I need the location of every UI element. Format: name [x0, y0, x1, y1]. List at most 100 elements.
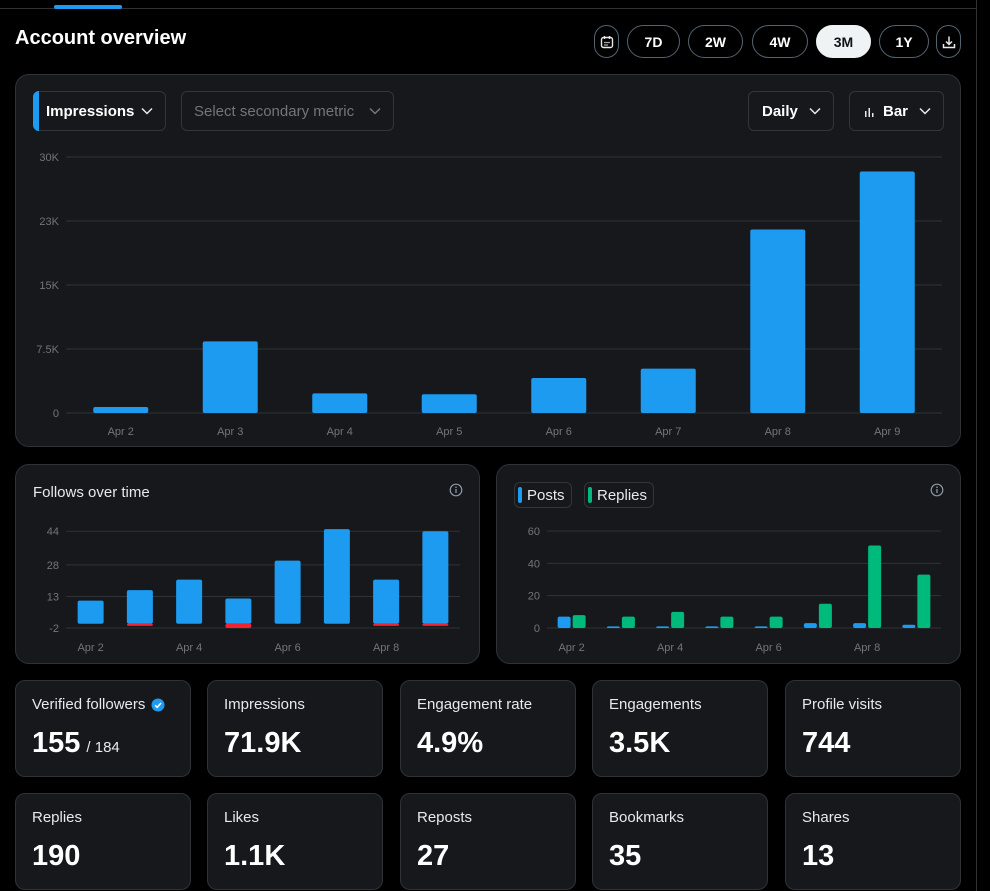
stat-card-profile-visits[interactable]: Profile visits 744	[785, 680, 961, 777]
stat-card-shares[interactable]: Shares 13	[785, 793, 961, 890]
bar-series0[interactable]	[77, 600, 104, 624]
stat-card-verified-followers[interactable]: Verified followers 155 / 184	[15, 680, 191, 777]
bar-replies[interactable]	[671, 611, 685, 628]
stat-label-text: Engagements	[609, 696, 702, 713]
stat-value: 13	[802, 840, 834, 873]
stat-label: Likes	[224, 809, 259, 826]
calendar-button[interactable]	[594, 25, 619, 58]
chart-type-dropdown[interactable]: Bar	[849, 91, 944, 131]
bar-series0[interactable]	[373, 579, 400, 624]
stat-value: 4.9%	[417, 727, 483, 760]
chevron-down-icon	[141, 107, 153, 115]
metric-color-bar	[33, 91, 39, 131]
bar-replies[interactable]	[769, 616, 783, 628]
stat-card-engagements[interactable]: Engagements 3.5K	[592, 680, 768, 777]
info-icon[interactable]	[449, 483, 463, 497]
interval-label: Daily	[762, 102, 798, 120]
y-tick-label: 28	[47, 560, 59, 572]
stat-card-likes[interactable]: Likes 1.1K	[207, 793, 383, 890]
bar-series0[interactable]	[176, 579, 203, 624]
bar-impressions[interactable]	[859, 171, 915, 413]
primary-metric-label: Impressions	[46, 102, 135, 120]
bar-series0[interactable]	[126, 590, 153, 624]
stat-card-engagement-rate[interactable]: Engagement rate 4.9%	[400, 680, 576, 777]
stat-card-bookmarks[interactable]: Bookmarks 35	[592, 793, 768, 890]
download-button[interactable]	[936, 25, 961, 58]
info-icon[interactable]	[930, 483, 944, 497]
range-4w-button[interactable]: 4W	[752, 25, 808, 58]
stat-label-text: Reposts	[417, 809, 473, 826]
y-tick-label: 13	[47, 591, 59, 603]
stat-label: Impressions	[224, 696, 305, 713]
bar-posts[interactable]	[803, 623, 817, 628]
stat-value-text: 13	[802, 840, 835, 872]
bar-impressions[interactable]	[93, 407, 149, 413]
bar-replies[interactable]	[572, 615, 586, 628]
bar-impressions[interactable]	[640, 368, 696, 413]
legend-posts[interactable]: Posts	[514, 482, 572, 508]
stat-value: 1.1K	[224, 840, 285, 873]
stat-card-impressions[interactable]: Impressions 71.9K	[207, 680, 383, 777]
bar-replies[interactable]	[868, 545, 882, 628]
bar-series0[interactable]	[274, 560, 301, 624]
bar-posts[interactable]	[606, 626, 620, 628]
x-tick-label: Apr 2	[108, 426, 134, 438]
bar-replies[interactable]	[621, 616, 635, 628]
impressions-chart-card: Impressions Select secondary metric Dail…	[15, 74, 961, 447]
bar-posts[interactable]	[754, 626, 768, 628]
stat-label-text: Profile visits	[802, 696, 883, 713]
stat-label-text: Verified followers	[32, 696, 146, 713]
interval-dropdown[interactable]: Daily	[748, 91, 834, 131]
x-tick-label: Apr 4	[327, 426, 353, 438]
bar-replies[interactable]	[818, 603, 832, 628]
bar-posts[interactable]	[705, 626, 719, 628]
bar-series1[interactable]	[225, 623, 252, 628]
stat-value: 35	[609, 840, 641, 873]
bar-series0[interactable]	[323, 529, 350, 624]
bar-posts[interactable]	[656, 626, 670, 628]
stat-label: Reposts	[417, 809, 472, 826]
calendar-icon	[600, 35, 613, 48]
y-tick-label: 40	[528, 558, 540, 570]
bar-posts[interactable]	[557, 616, 571, 628]
y-tick-label: 20	[528, 591, 540, 603]
range-1y-button[interactable]: 1Y	[879, 25, 929, 58]
posts-color-swatch	[518, 487, 522, 503]
secondary-metric-dropdown[interactable]: Select secondary metric	[181, 91, 394, 131]
stat-value-text: 35	[609, 840, 642, 872]
bar-series0[interactable]	[422, 531, 449, 624]
x-tick-label: Apr 8	[854, 642, 880, 654]
bar-posts[interactable]	[902, 624, 916, 628]
stat-value: 155 / 184	[32, 727, 120, 760]
bar-series1[interactable]	[373, 623, 400, 626]
x-tick-label: Apr 8	[765, 426, 791, 438]
bar-posts[interactable]	[853, 623, 867, 628]
bar-replies[interactable]	[917, 574, 931, 628]
range-2w-button[interactable]: 2W	[688, 25, 743, 58]
bar-impressions[interactable]	[531, 378, 587, 413]
legend-replies[interactable]: Replies	[584, 482, 655, 508]
bar-replies[interactable]	[720, 616, 734, 628]
chart-type-label: Bar	[883, 102, 909, 120]
primary-metric-dropdown[interactable]: Impressions	[33, 91, 166, 131]
bar-series1[interactable]	[126, 623, 153, 626]
stat-label-text: Impressions	[224, 696, 305, 713]
bar-impressions[interactable]	[421, 394, 477, 413]
stat-value-text: 1.1K	[224, 840, 286, 872]
bar-series0[interactable]	[225, 598, 252, 624]
bar-impressions[interactable]	[312, 393, 368, 413]
chevron-down-icon	[809, 107, 821, 115]
x-tick-label: Apr 9	[874, 426, 900, 438]
stat-value-text: 744	[802, 727, 851, 759]
range-7d-button[interactable]: 7D	[627, 25, 680, 58]
stat-card-reposts[interactable]: Reposts 27	[400, 793, 576, 890]
bar-impressions[interactable]	[202, 341, 258, 413]
stat-card-replies[interactable]: Replies 190	[15, 793, 191, 890]
download-icon	[942, 36, 955, 48]
y-tick-label: 0	[534, 623, 540, 635]
x-tick-label: Apr 6	[274, 642, 300, 654]
stat-label-text: Likes	[224, 809, 260, 826]
range-3m-button[interactable]: 3M	[816, 25, 871, 58]
bar-series1[interactable]	[422, 623, 449, 626]
bar-impressions[interactable]	[750, 229, 806, 413]
